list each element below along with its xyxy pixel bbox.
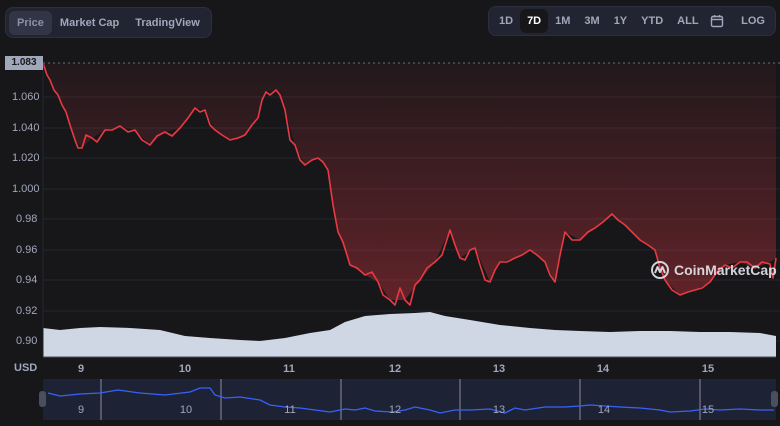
range-1y[interactable]: 1Y (613, 15, 628, 27)
view-tabs: Price Market Cap TradingView (5, 7, 212, 38)
x-tick: 12 (388, 363, 402, 375)
tab-tradingview[interactable]: TradingView (135, 16, 200, 29)
range-1m[interactable]: 1M (555, 15, 571, 27)
x-tick: 9 (77, 363, 85, 375)
range-tabs: 1D 7D 1M 3M 1Y YTD ALL LOG (488, 6, 776, 36)
currency-label: USD (14, 362, 38, 374)
calendar-icon[interactable] (706, 9, 729, 33)
y-tick: 1.060 (12, 91, 40, 103)
navigator-bg (43, 379, 776, 420)
y-tick: 0.90 (16, 335, 38, 347)
range-3m[interactable]: 3M (584, 15, 600, 27)
x-tick: 14 (596, 363, 610, 375)
navigator-label: 10 (179, 404, 193, 416)
x-tick: 13 (492, 363, 506, 375)
range-ytd[interactable]: YTD (641, 15, 664, 27)
navigator-label: 14 (597, 404, 611, 416)
coinmarketcap-watermark: CoinMarketCap (650, 260, 777, 280)
navigator-dividers (100, 379, 701, 420)
y-tick: 1.020 (12, 152, 40, 164)
y-tick: 0.94 (16, 274, 38, 286)
range-1d[interactable]: 1D (499, 15, 514, 27)
navigator-label: 9 (77, 404, 85, 416)
log-toggle[interactable]: LOG (741, 15, 765, 27)
navigator-label: 15 (701, 404, 715, 416)
navigator-line (47, 387, 774, 414)
range-7d[interactable]: 7D (520, 9, 549, 33)
coinmarketcap-logo-icon (651, 261, 669, 279)
navigator-label: 11 (284, 404, 296, 416)
navigator-label: 12 (388, 404, 402, 416)
tab-price[interactable]: Price (9, 10, 52, 35)
price-line (42, 62, 777, 306)
volume-area (43, 312, 776, 357)
price-area (43, 63, 776, 300)
tab-market-cap[interactable]: Market Cap (59, 16, 120, 29)
navigator-left-handle[interactable] (39, 391, 46, 407)
current-price-tag: 1.083 (5, 56, 43, 70)
watermark-text: CoinMarketCap (674, 262, 777, 278)
y-tick: 0.92 (16, 305, 38, 317)
x-tick: 11 (283, 363, 295, 375)
navigator-right-handle[interactable] (771, 391, 778, 407)
y-tick: 0.96 (16, 244, 38, 256)
y-tick: 1.040 (12, 122, 40, 134)
x-tick: 15 (701, 363, 715, 375)
y-tick: 1.000 (12, 183, 40, 195)
x-tick: 10 (178, 363, 192, 375)
range-all[interactable]: ALL (677, 15, 699, 27)
y-tick: 0.98 (16, 213, 38, 225)
navigator-label: 13 (492, 404, 506, 416)
